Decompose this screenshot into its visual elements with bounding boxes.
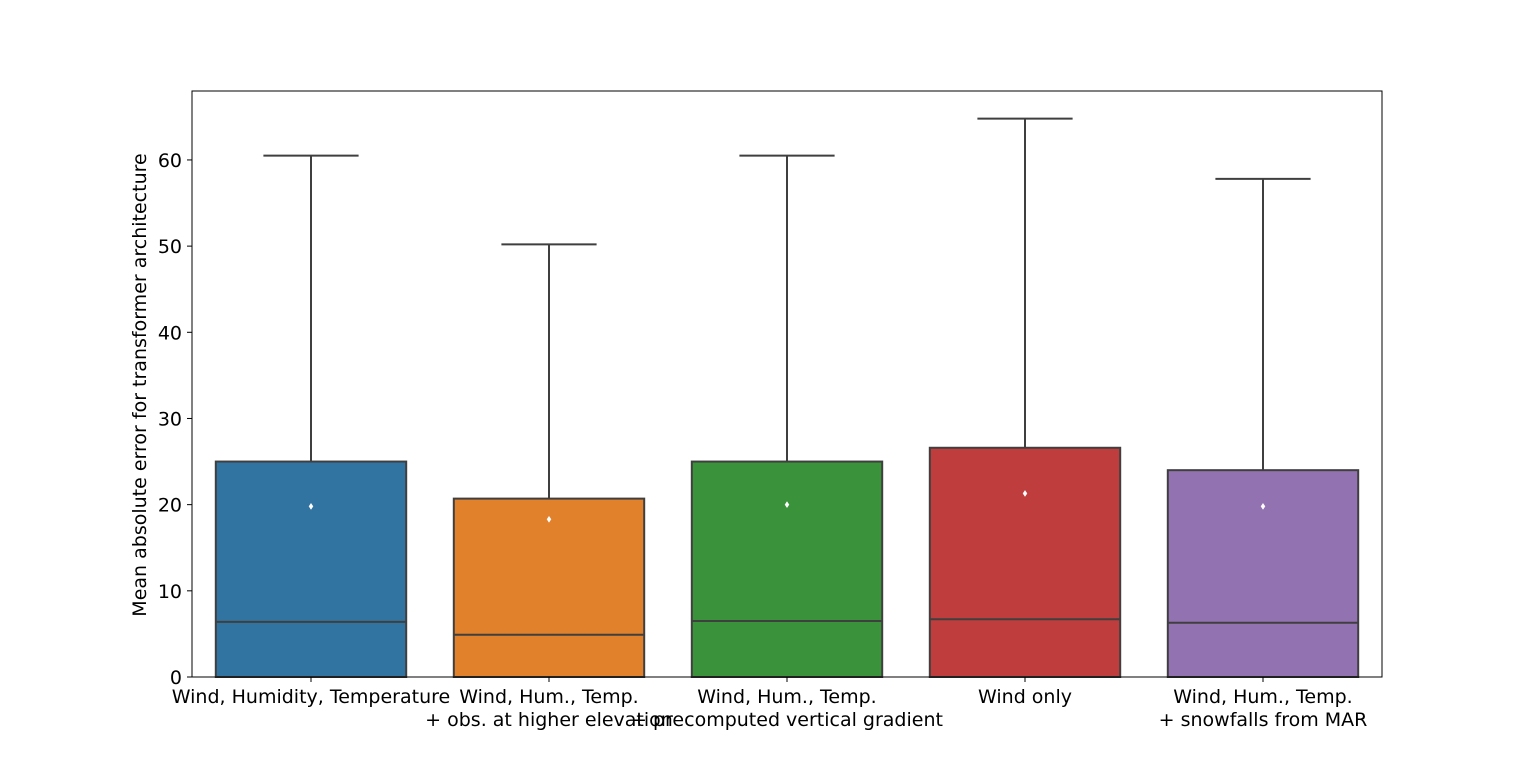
box — [214, 460, 408, 679]
mean-marker — [1260, 502, 1266, 510]
x-tick-label-line: + snowfalls from MAR — [1159, 709, 1368, 731]
x-tick-label-line: Wind only — [978, 686, 1072, 708]
y-tick-label: 20 — [158, 495, 182, 517]
box — [1166, 469, 1360, 679]
box — [690, 460, 884, 679]
y-axis-title: Mean absolute error for transformer arch… — [129, 153, 151, 616]
plot-frame — [191, 90, 1383, 678]
x-tick-label-line: Wind, Hum., Temp. — [1173, 686, 1352, 708]
mean-marker — [546, 515, 552, 523]
x-tick-label: Wind, Hum., Temp. + obs. at higher elevat… — [425, 686, 673, 731]
x-tick-label-line: Wind, Hum., Temp. — [697, 686, 876, 708]
x-tick-label-line: Wind, Hum., Temp. — [459, 686, 638, 708]
x-tick-label-line: + precomputed vertical gradient — [631, 709, 943, 731]
box — [928, 446, 1122, 679]
x-tick-label: Wind, Hum., Temp. + snowfalls from MAR — [1159, 686, 1368, 731]
x-tick-label: Wind, Humidity, Temperature — [172, 686, 450, 708]
x-tick-label: Wind, Hum., Temp. + precomputed vertical … — [631, 686, 943, 731]
box — [452, 497, 646, 679]
y-tick-label: 10 — [158, 581, 182, 603]
mean-marker — [308, 502, 314, 510]
x-tick-label-line: + obs. at higher elevation — [425, 709, 673, 731]
mean-marker — [1022, 489, 1028, 497]
y-tick-label: 40 — [158, 322, 182, 344]
x-tick-label-line: Wind, Humidity, Temperature — [172, 686, 450, 708]
y-tick-label: 30 — [158, 408, 182, 430]
y-tick-label: 0 — [170, 667, 182, 689]
x-tick-label: Wind only — [978, 686, 1072, 708]
mean-marker — [784, 501, 790, 509]
y-tick-label: 60 — [158, 150, 182, 172]
y-tick-label: 50 — [158, 236, 182, 258]
